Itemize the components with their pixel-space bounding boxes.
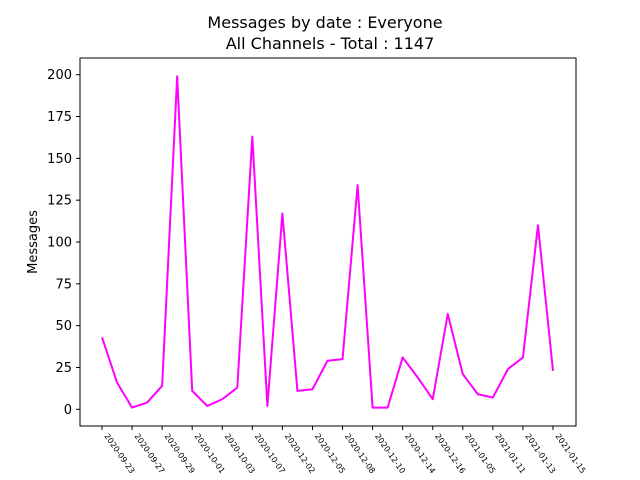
series-line [101, 75, 554, 409]
x-axis: 2020-09-232020-09-272020-09-292020-10-01… [101, 426, 587, 475]
x-tick-label: 2020-12-14 [403, 432, 437, 475]
x-tick-label: 2021-01-13 [523, 432, 557, 475]
chart-title-line-2: All Channels - Total : 1147 [226, 34, 435, 53]
y-tick-label: 100 [47, 236, 72, 251]
x-tick-label: 2020-10-03 [223, 432, 257, 475]
x-tick-label: 2020-09-29 [162, 432, 196, 475]
x-tick-label: 2021-01-11 [493, 432, 527, 475]
y-tick-label: 150 [47, 152, 72, 167]
x-tick-label: 2020-12-16 [433, 432, 467, 475]
x-tick-label: 2020-12-05 [313, 432, 347, 475]
x-tick-label: 2020-12-02 [283, 432, 317, 475]
plot-area [79, 57, 577, 427]
x-tick-label: 2020-09-23 [102, 432, 136, 475]
y-tick-label: 0 [64, 403, 72, 418]
y-tick-label: 25 [55, 361, 72, 376]
x-tick-label: 2021-01-15 [553, 432, 587, 475]
y-axis: 0 25 50 75 100 125 150 175 200 [47, 68, 80, 418]
y-axis-label: Messages [26, 210, 41, 274]
y-tick-label: 175 [47, 110, 72, 125]
x-tick-label: 2020-10-01 [193, 432, 227, 475]
x-tick-label: 2020-10-07 [253, 432, 287, 475]
chart-title-line-1: Messages by date : Everyone [207, 13, 442, 32]
x-tick-label: 2020-12-10 [373, 432, 407, 475]
x-tick-label: 2021-01-05 [463, 432, 497, 475]
x-tick-label: 2020-12-08 [343, 432, 377, 475]
y-tick-label: 125 [47, 194, 72, 209]
y-tick-label: 50 [55, 319, 72, 334]
y-tick-label: 200 [47, 68, 72, 83]
x-tick-label: 2020-09-27 [132, 432, 166, 475]
y-tick-label: 75 [55, 277, 72, 292]
